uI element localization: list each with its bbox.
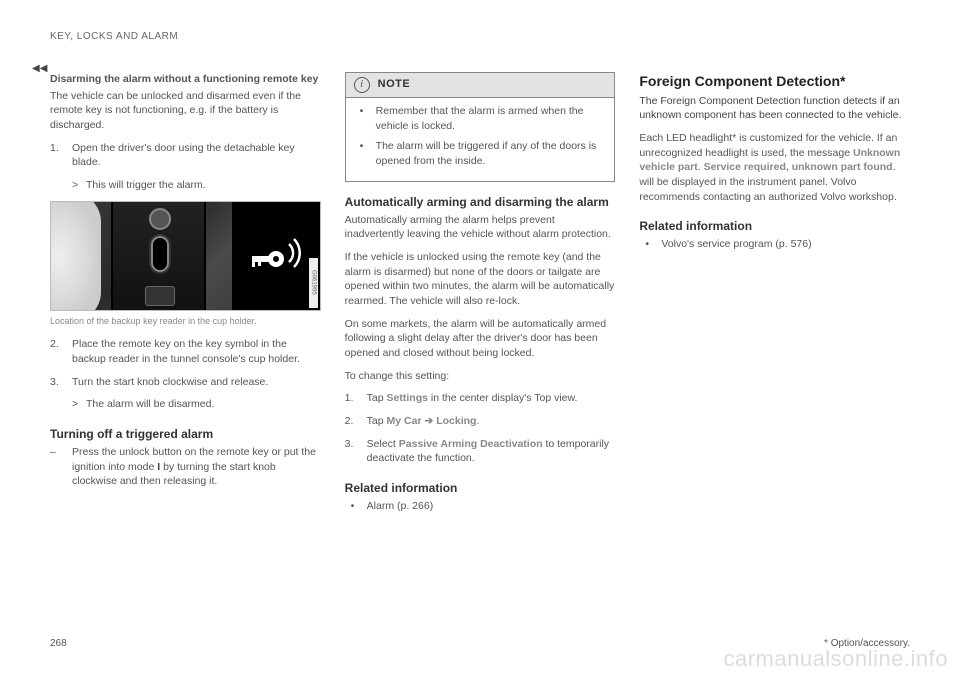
key-signal-icon xyxy=(246,227,306,287)
page-number: 268 xyxy=(50,637,67,651)
auto-arm-p2: If the vehicle is unlocked using the rem… xyxy=(345,250,616,309)
note-bullet-2: The alarm will be triggered if any of th… xyxy=(354,139,607,168)
turn-off-heading: Turning off a triggered alarm xyxy=(50,426,321,443)
step-1: Open the driver's door using the detacha… xyxy=(50,141,321,170)
note-box: i NOTE Remember that the alarm is armed … xyxy=(345,72,616,182)
related-heading-3: Related information xyxy=(639,218,910,235)
s2-b: Locking xyxy=(436,415,476,427)
note-header: i NOTE xyxy=(346,73,615,98)
related-heading-2: Related information xyxy=(345,480,616,497)
fcd-msg2: Service required, unknown part found xyxy=(704,161,893,173)
disarm-steps-a: Open the driver's door using the detacha… xyxy=(50,141,321,170)
s3-emph: Passive Arming Deactivation xyxy=(399,438,543,450)
figure-code: G061995 xyxy=(309,258,318,308)
disarm-steps-b: Place the remote key on the key symbol i… xyxy=(50,337,321,389)
turn-off-instruction: Press the unlock button on the remote ke… xyxy=(50,445,321,489)
fcd-body: Each LED headlight* is customized for th… xyxy=(639,131,910,204)
auto-arm-heading: Automatically arming and disarming the a… xyxy=(345,194,616,211)
auto-arm-p3: On some markets, the alarm will be autom… xyxy=(345,317,616,361)
note-bullet-1: Remember that the alarm is armed when th… xyxy=(354,104,607,133)
arrow-icon: ➔ xyxy=(424,415,433,427)
dial-graphic xyxy=(149,208,171,230)
setting-steps: Tap Settings in the center display's Top… xyxy=(345,391,616,466)
s2-pre: Tap xyxy=(367,415,387,427)
setting-step-3: Select Passive Arming Deactivation to te… xyxy=(345,437,616,466)
setting-step-2: Tap My Car ➔ Locking. xyxy=(345,414,616,429)
info-icon: i xyxy=(354,77,370,93)
step-3: Turn the start knob clockwise and releas… xyxy=(50,375,321,390)
note-body: Remember that the alarm is armed when th… xyxy=(346,98,615,181)
column-2: i NOTE Remember that the alarm is armed … xyxy=(345,72,616,522)
figure-caption: Location of the backup key reader in the… xyxy=(50,315,321,328)
setting-step-1: Tap Settings in the center display's Top… xyxy=(345,391,616,406)
content-columns: Disarming the alarm without a functionin… xyxy=(50,72,910,522)
section-header: KEY, LOCKS AND ALARM xyxy=(50,30,910,44)
auto-arm-p1: Automatically arming the alarm helps pre… xyxy=(345,213,616,242)
disarm-heading: Disarming the alarm without a functionin… xyxy=(50,72,321,87)
step-2: Place the remote key on the key symbol i… xyxy=(50,337,321,366)
seat-graphic xyxy=(50,201,101,311)
s1-post: in the center display's Top view. xyxy=(428,392,577,404)
step-1-result: This will trigger the alarm. xyxy=(50,178,321,193)
console-graphic xyxy=(111,202,206,311)
column-3: Foreign Component Detection* The Foreign… xyxy=(639,72,910,522)
fcd-intro: The Foreign Component Detection function… xyxy=(639,94,910,123)
note-label: NOTE xyxy=(378,77,411,92)
s2-a: My Car xyxy=(387,415,422,427)
related-list-3: Volvo's service program (p. 576) xyxy=(639,237,910,252)
slot-graphic xyxy=(151,236,169,272)
column-1: Disarming the alarm without a functionin… xyxy=(50,72,321,522)
related-item-alarm: Alarm (p. 266) xyxy=(345,499,616,514)
watermark: carmanualsonline.info xyxy=(723,644,948,675)
s1-emph: Settings xyxy=(387,392,428,404)
s1-pre: Tap xyxy=(367,392,387,404)
disarm-intro: The vehicle can be unlocked and disarmed… xyxy=(50,89,321,133)
key-icon-box xyxy=(232,202,320,311)
continuation-icon: ◀◀ xyxy=(32,62,47,76)
step-3-result: The alarm will be disarmed. xyxy=(50,397,321,412)
related-list-2: Alarm (p. 266) xyxy=(345,499,616,514)
related-item-service: Volvo's service program (p. 576) xyxy=(639,237,910,252)
fcd-heading: Foreign Component Detection* xyxy=(639,72,910,92)
button-graphic xyxy=(145,286,175,306)
s3-pre: Select xyxy=(367,438,399,450)
key-reader-figure: G061995 xyxy=(50,201,321,311)
auto-arm-p4: To change this setting: xyxy=(345,369,616,384)
